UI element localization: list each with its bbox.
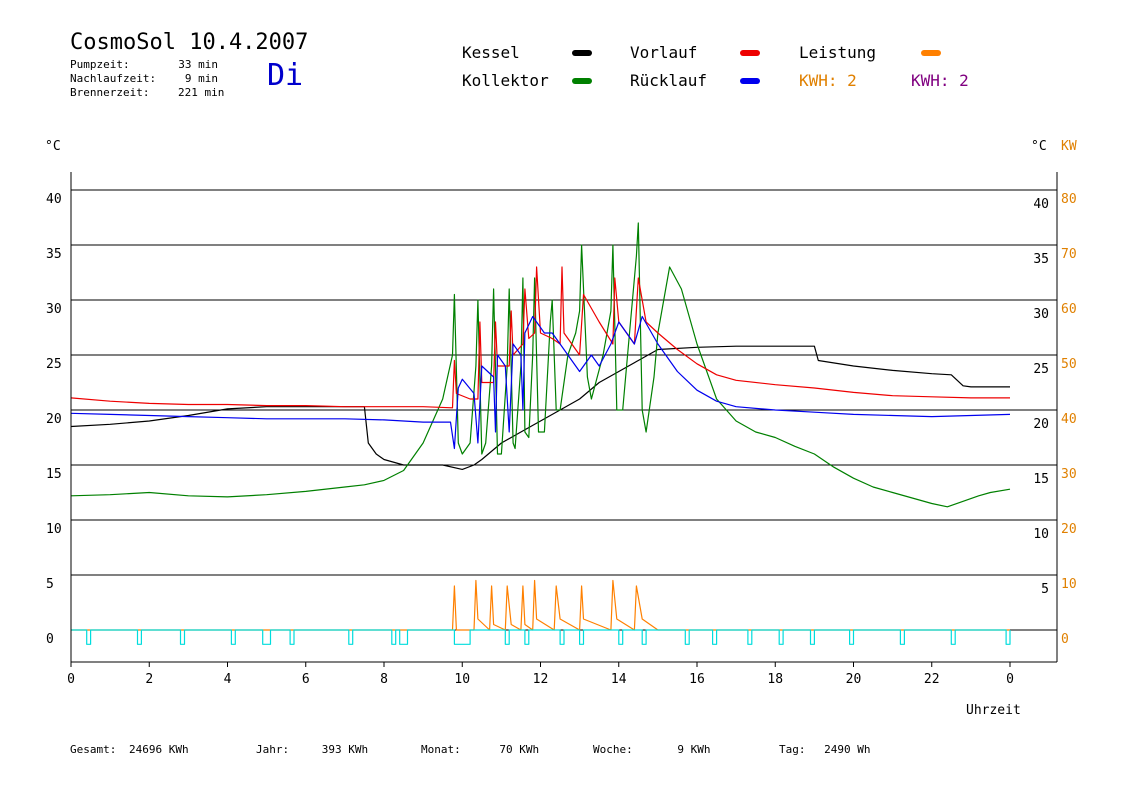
footer-gesamt-value: 24696 KWh (128, 743, 189, 756)
y-right-tick-label-2: 15 (1033, 472, 1049, 487)
chart-axes: 0 2 4 6 8 10 12 14 16 18 20 22 0 0 5 10 15 20 25 30 35 40 5 10 1… (46, 172, 1077, 687)
x-tick-label-2: 4 (224, 672, 232, 687)
legend-ruecklauf-label: Rücklauf (630, 71, 708, 90)
chart-series (70, 222, 1011, 645)
y-axis-right-unit: °C (1031, 139, 1047, 154)
y-right-tick-label-1: 10 (1033, 527, 1049, 542)
footer-woche-label: Woche: (593, 743, 633, 756)
x-tick-label-3: 6 (302, 672, 310, 687)
footer-jahr-label: Jahr: (256, 743, 290, 756)
info-brennerzeit-label: Brennerzeit: (70, 86, 150, 99)
y-kw-tick-label-7: 70 (1061, 247, 1077, 262)
x-tick-label-5: 10 (454, 672, 470, 687)
y-left-tick-label-2: 10 (46, 522, 62, 537)
y-left-tick-label-8: 40 (46, 192, 62, 207)
y-kw-tick-label-5: 50 (1061, 357, 1077, 372)
legend-kollektor-swatch (572, 78, 592, 84)
y-right-tick-label-0: 5 (1041, 582, 1049, 597)
footer-gesamt-label: Gesamt: (70, 743, 117, 756)
y-right-tick-label-5: 30 (1033, 307, 1049, 322)
series-line-kessel (70, 345, 1010, 470)
y-kw-tick-label-0: 0 (1061, 632, 1069, 647)
legend-vorlauf-label: Vorlauf (630, 43, 698, 62)
info-brennerzeit: Brennerzeit: 221 min (70, 86, 224, 99)
y-axis-kw-unit: KW (1061, 139, 1077, 154)
footer-tag-label: Tag: (779, 743, 806, 756)
series-line-rcklauf (70, 315, 1011, 450)
footer-gesamt: Gesamt: 24696 KWh (70, 743, 189, 756)
info-nachlaufzeit: Nachlaufzeit: 9 min (70, 72, 218, 85)
y-kw-tick-label-2: 20 (1061, 522, 1077, 537)
y-kw-tick-label-4: 40 (1061, 412, 1077, 427)
y-left-tick-label-5: 25 (46, 357, 62, 372)
chart-title: CosmoSol 10.4.2007 (70, 30, 309, 55)
y-right-tick-label-4: 25 (1033, 362, 1049, 377)
footer-woche-value: 9 KWh (677, 743, 711, 756)
footer-monat: Monat: 70 KWh (421, 743, 539, 756)
y-kw-tick-label-6: 60 (1061, 302, 1077, 317)
x-axis-label: Uhrzeit (966, 703, 1021, 718)
footer-jahr-value: 393 KWh (321, 743, 369, 756)
y-left-tick-label-6: 30 (46, 302, 62, 317)
legend-leistung-swatch (921, 50, 941, 56)
info-brennerzeit-value: 221 min (178, 86, 225, 99)
footer-tag-value: 2490 Wh (824, 743, 871, 756)
footer-tag: Tag: 2490 Wh (779, 743, 870, 756)
footer-woche: Woche: 9 KWh (593, 743, 711, 756)
x-tick-label-8: 16 (689, 672, 705, 687)
footer-jahr: Jahr: 393 KWh (256, 743, 368, 756)
legend-kollektor-label: Kollektor (462, 71, 549, 90)
x-tick-label-10: 20 (846, 672, 862, 687)
info-pumpzeit-label: Pumpzeit: (70, 58, 130, 71)
legend-kessel-label: Kessel (462, 43, 520, 62)
x-tick-label-4: 8 (380, 672, 388, 687)
x-tick-label-0: 0 (67, 672, 75, 687)
footer-monat-value: 70 KWh (499, 743, 540, 756)
series-line-pumpe (71, 629, 1011, 645)
x-tick-label-12: 0 (1006, 672, 1014, 687)
y-left-tick-label-3: 15 (46, 467, 62, 482)
legend-vorlauf-swatch (740, 50, 760, 56)
weekday-label: Di (267, 58, 304, 93)
legend-kwh-purple: KWH: 2 (911, 71, 969, 90)
legend-kwh-orange: KWH: 2 (799, 71, 857, 90)
x-tick-label-11: 22 (924, 672, 940, 687)
y-axis-left-unit: °C (45, 139, 61, 154)
x-tick-label-6: 12 (533, 672, 549, 687)
info-pumpzeit-value: 33 min (178, 58, 218, 71)
info-nachlaufzeit-label: Nachlaufzeit: (70, 72, 157, 85)
y-kw-tick-label-3: 30 (1061, 467, 1077, 482)
y-left-tick-label-0: 0 (46, 632, 54, 647)
y-left-tick-label-4: 20 (46, 412, 62, 427)
x-tick-label-7: 14 (611, 672, 627, 687)
info-nachlaufzeit-value: 9 min (184, 72, 218, 85)
y-kw-tick-label-8: 80 (1061, 192, 1077, 207)
y-left-tick-label-7: 35 (46, 247, 62, 262)
x-tick-label-1: 2 (145, 672, 153, 687)
info-pumpzeit: Pumpzeit: 33 min (70, 58, 218, 71)
series-line-kollektor (70, 222, 1011, 508)
series-line-vorlauf (70, 266, 1010, 409)
footer-monat-label: Monat: (421, 743, 461, 756)
legend-kessel-swatch (572, 50, 592, 56)
y-right-tick-label-6: 35 (1033, 252, 1049, 267)
x-tick-label-9: 18 (767, 672, 783, 687)
y-left-tick-label-1: 5 (46, 577, 54, 592)
y-right-tick-label-3: 20 (1033, 417, 1049, 432)
y-right-tick-label-7: 40 (1033, 197, 1049, 212)
legend-ruecklauf-swatch (740, 78, 760, 84)
y-kw-tick-label-1: 10 (1061, 577, 1077, 592)
series-line-leistung (71, 579, 1010, 631)
legend-leistung-label: Leistung (799, 43, 877, 62)
